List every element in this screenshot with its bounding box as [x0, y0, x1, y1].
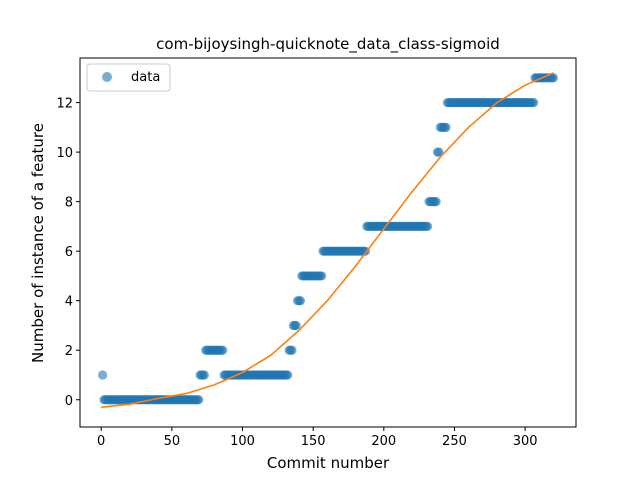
y-tick-label: 12	[56, 97, 73, 112]
y-tick-label: 10	[56, 146, 73, 161]
plot-frame	[79, 57, 577, 428]
x-tick-label: 50	[164, 434, 181, 449]
data-point	[431, 197, 441, 207]
data-point	[194, 395, 204, 405]
x-tick-label: 200	[371, 434, 396, 449]
y-tick-label: 4	[65, 295, 73, 310]
data-point	[434, 147, 444, 157]
plot-content	[98, 72, 558, 408]
y-axis: 0 2 4 6 8 10 12	[56, 97, 80, 409]
data-point	[287, 345, 297, 355]
data-point	[295, 296, 306, 306]
x-tick-label: 0	[97, 434, 105, 449]
y-axis-label: Number of instance of a feature	[29, 123, 47, 363]
legend-box	[86, 63, 171, 92]
data-point	[98, 370, 108, 380]
legend: data	[86, 63, 171, 92]
x-tick-label: 100	[230, 434, 255, 449]
data-point	[317, 271, 327, 281]
data-point	[441, 122, 451, 132]
data-point	[199, 370, 209, 380]
data-point	[529, 97, 539, 108]
x-tick-label: 250	[442, 434, 467, 449]
sigmoid-fit-line	[101, 72, 554, 408]
x-tick-label: 150	[301, 434, 326, 449]
y-tick-label: 0	[65, 394, 73, 409]
y-tick-label: 8	[65, 196, 73, 211]
legend-marker-data	[102, 72, 112, 82]
x-tick-label: 300	[513, 434, 538, 449]
legend-label-data: data	[131, 70, 160, 85]
data-point	[218, 345, 228, 355]
x-axis-label: Commit number	[267, 454, 390, 472]
data-point	[283, 370, 293, 380]
data-point	[548, 73, 558, 83]
chart-title: com-bijoysingh-quicknote_data_class-sigm…	[156, 35, 500, 54]
y-tick-label: 6	[65, 245, 73, 260]
data-point	[291, 320, 301, 331]
y-tick-label: 2	[65, 344, 73, 359]
x-axis: 0 50 100 150 200 250 300	[97, 427, 538, 449]
data-point	[423, 221, 433, 232]
